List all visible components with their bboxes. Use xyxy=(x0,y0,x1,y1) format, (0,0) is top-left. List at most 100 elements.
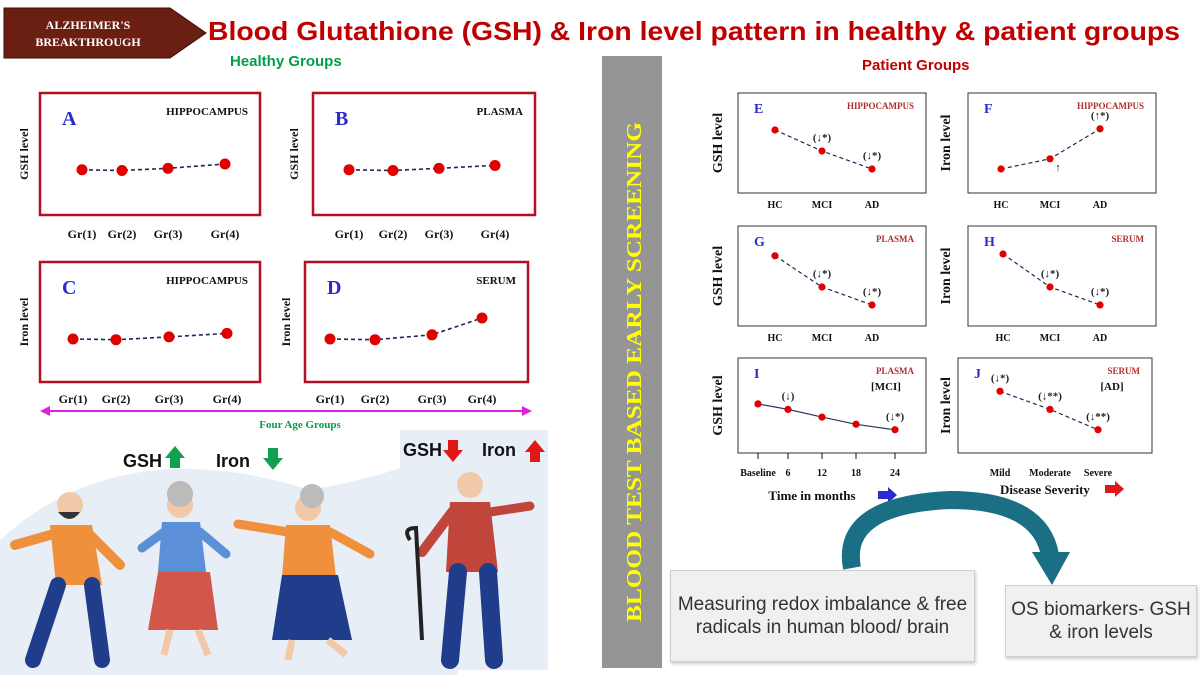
x-tick-label: Gr(2) xyxy=(108,227,137,241)
redox-textbox-text: Measuring redox imbalance & free radical… xyxy=(677,593,968,638)
vertical-banner: BLOOD TEST BASED EARLY SCREENING xyxy=(602,56,662,668)
arrow-up-icon xyxy=(525,440,545,462)
x-tick-label: AD xyxy=(1093,200,1107,211)
chart-frame xyxy=(957,357,1153,454)
region-label: HIPPOCAMPUS xyxy=(166,275,248,287)
y-axis-label: Iron level xyxy=(17,297,31,346)
significance-annotation: (↓*) xyxy=(991,372,1010,384)
x-tick-label: Gr(3) xyxy=(154,227,183,241)
panel-letter: F xyxy=(984,102,993,117)
x-tick-label: HC xyxy=(996,333,1011,344)
significance-annotation: (↓*) xyxy=(1041,268,1060,280)
x-tick-label: Moderate xyxy=(1029,468,1071,479)
significance-annotation: (↓) xyxy=(782,390,795,402)
chart-frame xyxy=(38,260,262,384)
healthy-illustration: GSH Iron xyxy=(0,440,458,675)
panel-letter: C xyxy=(62,277,76,299)
x-tick-label: 24 xyxy=(890,468,900,479)
panel-letter: D xyxy=(327,277,341,299)
y-axis-label: Iron level xyxy=(279,297,293,346)
data-point xyxy=(1046,155,1054,163)
data-point xyxy=(426,329,438,341)
x-tick-label: Gr(4) xyxy=(213,392,242,406)
panel-letter: A xyxy=(62,108,77,130)
badge-line-1: ALZHEIMER'S xyxy=(46,18,131,32)
x-tick-label: 6 xyxy=(786,468,791,479)
data-point xyxy=(1046,405,1054,413)
patient-heading: Patient Groups xyxy=(862,57,970,74)
data-point xyxy=(76,164,88,176)
region-label: HIPPOCAMPUS xyxy=(847,101,914,111)
age-groups-arrow: Four Age Groups xyxy=(40,406,532,431)
significance-annotation: ↑ xyxy=(1055,162,1061,174)
series-line xyxy=(81,163,226,172)
x-tick-label: MCI xyxy=(1040,200,1061,211)
data-point xyxy=(219,158,231,170)
badge: ALZHEIMER'S BREAKTHROUGH xyxy=(3,7,207,59)
chart-subtitle: [AD] xyxy=(1100,381,1123,393)
dancing-man-figure xyxy=(10,492,125,668)
y-axis-label: GSH level xyxy=(711,113,726,173)
x-tick-label: MCI xyxy=(812,200,833,211)
data-point xyxy=(1096,125,1104,133)
patient-iron-label: Iron xyxy=(482,440,516,460)
data-point xyxy=(476,312,488,324)
x-tick-label: Gr(1) xyxy=(68,227,97,241)
chart-frame xyxy=(967,225,1157,327)
data-point xyxy=(1096,301,1104,309)
chart-a: A HIPPOCAMPUS GSH level Gr(1) Gr(2) Gr(3) Gr(4… xyxy=(17,91,262,241)
vertical-banner-text: BLOOD TEST BASED EARLY SCREENING xyxy=(622,122,646,622)
redox-textbox: Measuring redox imbalance & free radical… xyxy=(670,570,975,662)
significance-annotation: (↓*) xyxy=(863,286,882,298)
chart-b: B PLASMA GSH level Gr(1) Gr(2) Gr(3) Gr(4) xyxy=(287,91,537,241)
chart-j: J SERUM [AD] Iron level Mild Moderate Severe (↓… xyxy=(939,357,1153,497)
x-tick-label: AD xyxy=(865,333,879,344)
chart-subtitle: [MCI] xyxy=(871,381,901,393)
data-point xyxy=(818,147,826,155)
chart-h: H SERUM Iron level HC MCI AD (↓*) (↓*) xyxy=(939,225,1157,344)
chart-g: G PLASMA GSH level HC MCI AD (↓*) (↓*) xyxy=(711,225,927,344)
data-point xyxy=(343,164,355,176)
data-point xyxy=(387,164,399,176)
biomarkers-textbox-text: OS biomarkers- GSH & iron levels xyxy=(1011,598,1191,643)
arrow-down-icon xyxy=(443,440,463,462)
main-title: Blood Glutathione (GSH) & Iron level pat… xyxy=(208,16,1180,46)
elderly-man-with-cane-figure xyxy=(405,472,535,669)
dancing-woman-figure-2 xyxy=(233,484,375,661)
healthy-gsh-label: GSH xyxy=(123,451,162,471)
patient-illustration: GSH Iron xyxy=(400,430,548,670)
data-point xyxy=(852,420,860,428)
y-axis-label: GSH level xyxy=(287,128,301,180)
biomarkers-textbox: OS biomarkers- GSH & iron levels xyxy=(1005,585,1197,657)
region-label: SERUM xyxy=(476,275,516,287)
chart-c: C HIPPOCAMPUS Iron level Gr(1) Gr(2) Gr(3) Gr(… xyxy=(17,260,262,406)
chart-e: E HIPPOCAMPUS GSH level HC MCI AD (↓*) (↓*) xyxy=(711,92,927,211)
data-point xyxy=(818,413,826,421)
healthy-heading: Healthy Groups xyxy=(230,53,342,70)
series-line xyxy=(72,332,228,341)
x-tick-label: Gr(4) xyxy=(211,227,240,241)
data-point xyxy=(868,301,876,309)
curved-arrow xyxy=(841,490,1070,585)
x-axis-label: Disease Severity xyxy=(1000,482,1090,497)
data-point xyxy=(818,283,826,291)
chart-frame xyxy=(303,260,530,384)
data-point xyxy=(369,334,381,346)
region-label: HIPPOCAMPUS xyxy=(166,106,248,118)
data-point xyxy=(784,405,792,413)
series-line xyxy=(999,390,1099,431)
significance-annotation: (↑*) xyxy=(1091,110,1110,122)
x-tick-label: Gr(3) xyxy=(155,392,184,406)
data-point xyxy=(162,162,174,174)
x-tick-label: Gr(1) xyxy=(316,392,345,406)
data-point xyxy=(891,426,899,434)
patient-gsh-label: GSH xyxy=(403,440,442,460)
region-label: SERUM xyxy=(1107,366,1140,376)
data-point xyxy=(116,164,128,176)
y-axis-label: GSH level xyxy=(711,246,726,306)
significance-annotation: (↓*) xyxy=(813,268,832,280)
data-point xyxy=(67,333,79,345)
data-point xyxy=(324,333,336,345)
x-tick-label: Gr(2) xyxy=(361,392,390,406)
